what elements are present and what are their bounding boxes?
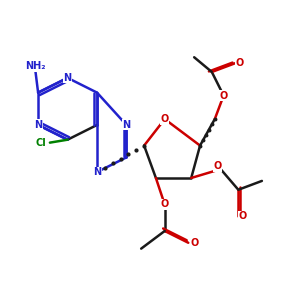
Text: N: N: [34, 120, 42, 130]
Text: O: O: [160, 200, 169, 209]
Text: O: O: [236, 58, 244, 68]
Text: N: N: [122, 120, 130, 130]
Text: N: N: [93, 167, 101, 177]
Text: O: O: [220, 91, 228, 100]
Text: O: O: [214, 161, 222, 171]
Text: NH₂: NH₂: [25, 61, 45, 71]
Text: O: O: [238, 211, 247, 221]
Text: N: N: [64, 73, 72, 83]
Text: Cl: Cl: [36, 138, 46, 148]
Text: O: O: [190, 238, 198, 248]
Text: O: O: [160, 114, 169, 124]
